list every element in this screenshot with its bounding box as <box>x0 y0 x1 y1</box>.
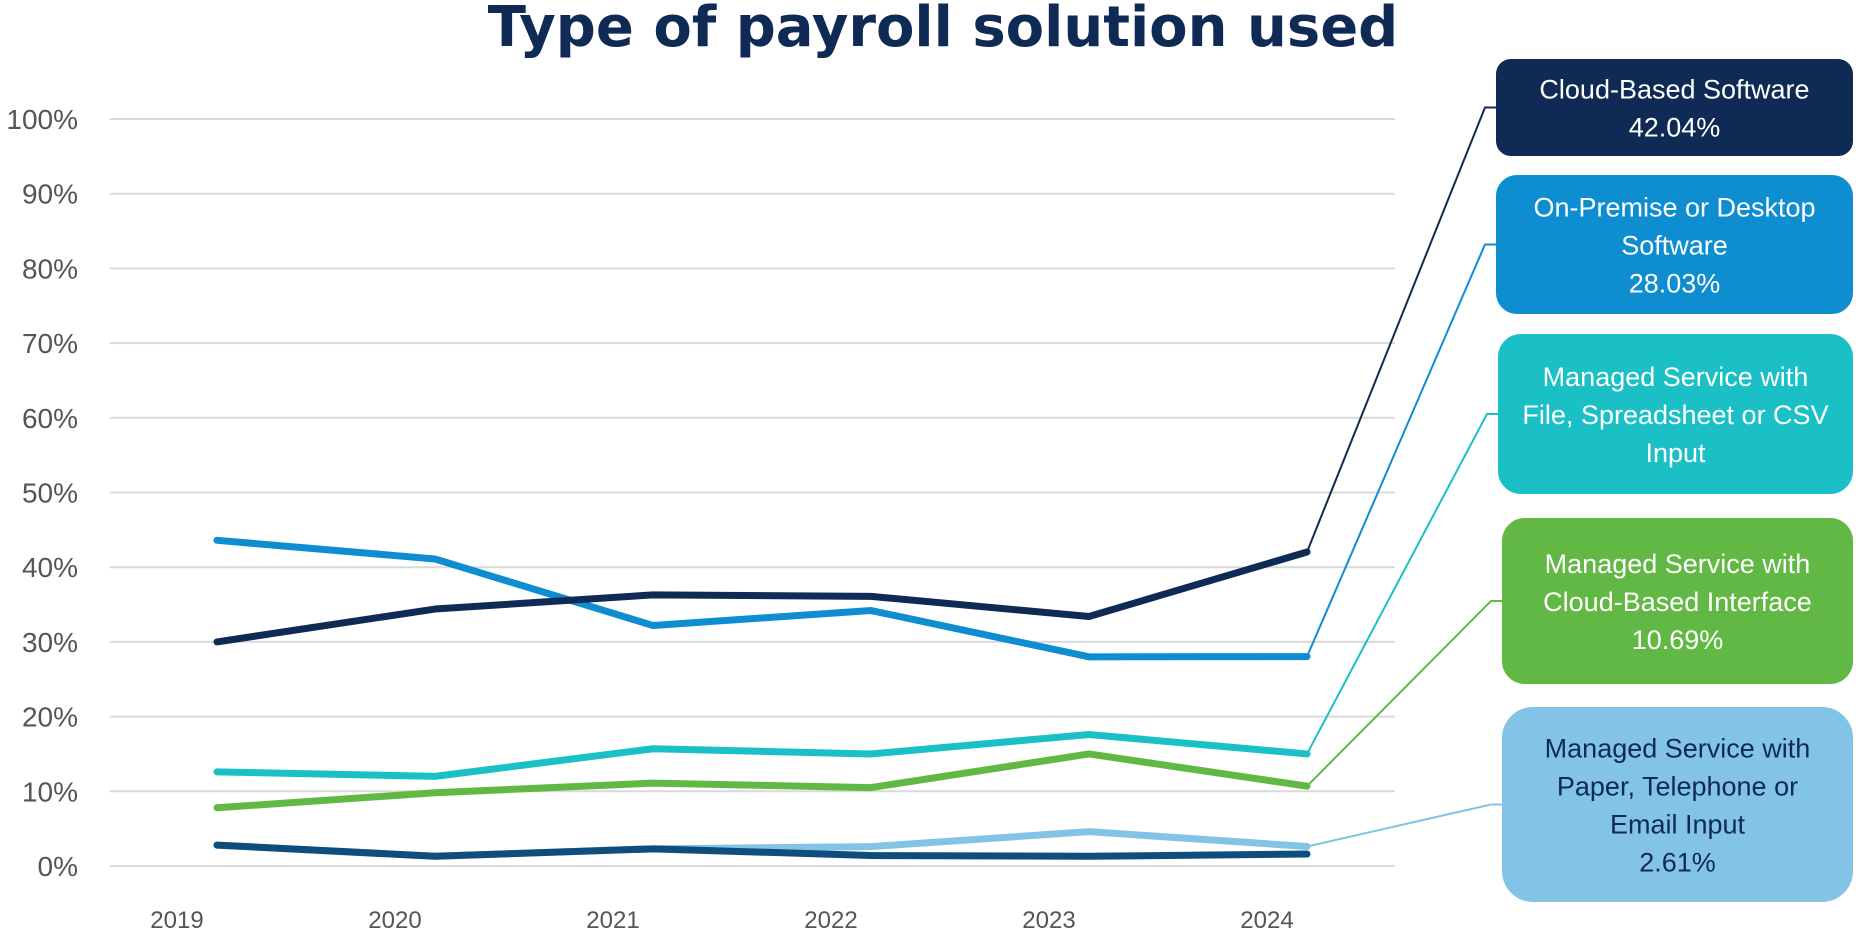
y-tick-label: 80% <box>22 253 78 284</box>
series-line <box>213 536 1311 661</box>
callout-label: Input <box>1645 438 1706 468</box>
y-axis: 0% 10% 20% 30% 40% 50% 60% 70% 80% 90% 100% <box>6 104 78 882</box>
y-tick-label: 40% <box>22 552 78 583</box>
callout-labels: Cloud-Based Software 42.04% On-Premise or … <box>1496 59 1853 902</box>
callout-box <box>1498 334 1853 494</box>
y-tick-label: 20% <box>22 702 78 733</box>
series-lines <box>213 536 1311 860</box>
y-tick-label: 90% <box>22 179 78 210</box>
callout-label: Email Input <box>1610 810 1746 840</box>
callout-label: Cloud-Based Interface <box>1543 587 1812 617</box>
x-tick-label: 2023 <box>1022 907 1075 934</box>
callout-box <box>1496 59 1853 156</box>
leader-line <box>1306 106 1497 553</box>
y-tick-label: 10% <box>22 776 78 807</box>
callout-label: 2.61% <box>1639 848 1716 878</box>
x-tick-label: 2019 <box>150 907 203 934</box>
grid <box>110 118 1395 867</box>
callout-box <box>1502 707 1853 902</box>
callout-box <box>1502 518 1853 684</box>
x-tick-label: 2024 <box>1240 907 1293 934</box>
leader-line <box>1306 803 1503 848</box>
callout-label: File, Spreadsheet or CSV <box>1522 400 1828 430</box>
callout-label: 28.03% <box>1629 269 1721 299</box>
callout-label: Managed Service with <box>1543 362 1809 392</box>
callout-label: Cloud-Based Software <box>1539 75 1809 105</box>
callout-label: Managed Service with <box>1545 734 1811 764</box>
callout-label: On-Premise or Desktop <box>1533 193 1815 223</box>
callout-label: 10.69% <box>1632 625 1724 655</box>
y-tick-label: 0% <box>38 851 78 882</box>
series-line <box>213 750 1311 812</box>
x-tick-label: 2020 <box>368 907 421 934</box>
leader-line <box>1306 413 1499 755</box>
y-tick-label: 30% <box>22 627 78 658</box>
x-tick-label: 2021 <box>586 907 639 934</box>
y-tick-label: 60% <box>22 403 78 434</box>
callout-box <box>1496 175 1853 314</box>
callout-label: 42.04% <box>1629 113 1721 143</box>
y-tick-label: 100% <box>6 104 78 135</box>
callout-label: Software <box>1621 231 1728 261</box>
callout-leaders <box>1306 106 1503 848</box>
leader-line <box>1306 243 1497 658</box>
x-axis: 2019 2020 2021 2022 2023 2024 <box>150 907 1293 934</box>
y-tick-label: 70% <box>22 328 78 359</box>
series-line <box>213 841 1311 860</box>
series-line <box>213 731 1311 780</box>
x-tick-label: 2022 <box>804 907 857 934</box>
y-tick-label: 50% <box>22 478 78 509</box>
leader-line <box>1306 600 1503 787</box>
callout-label: Managed Service with <box>1545 549 1811 579</box>
series-line <box>213 548 1311 646</box>
callout-label: Paper, Telephone or <box>1557 772 1798 802</box>
chart-title: Type of payroll solution used <box>488 0 1399 60</box>
